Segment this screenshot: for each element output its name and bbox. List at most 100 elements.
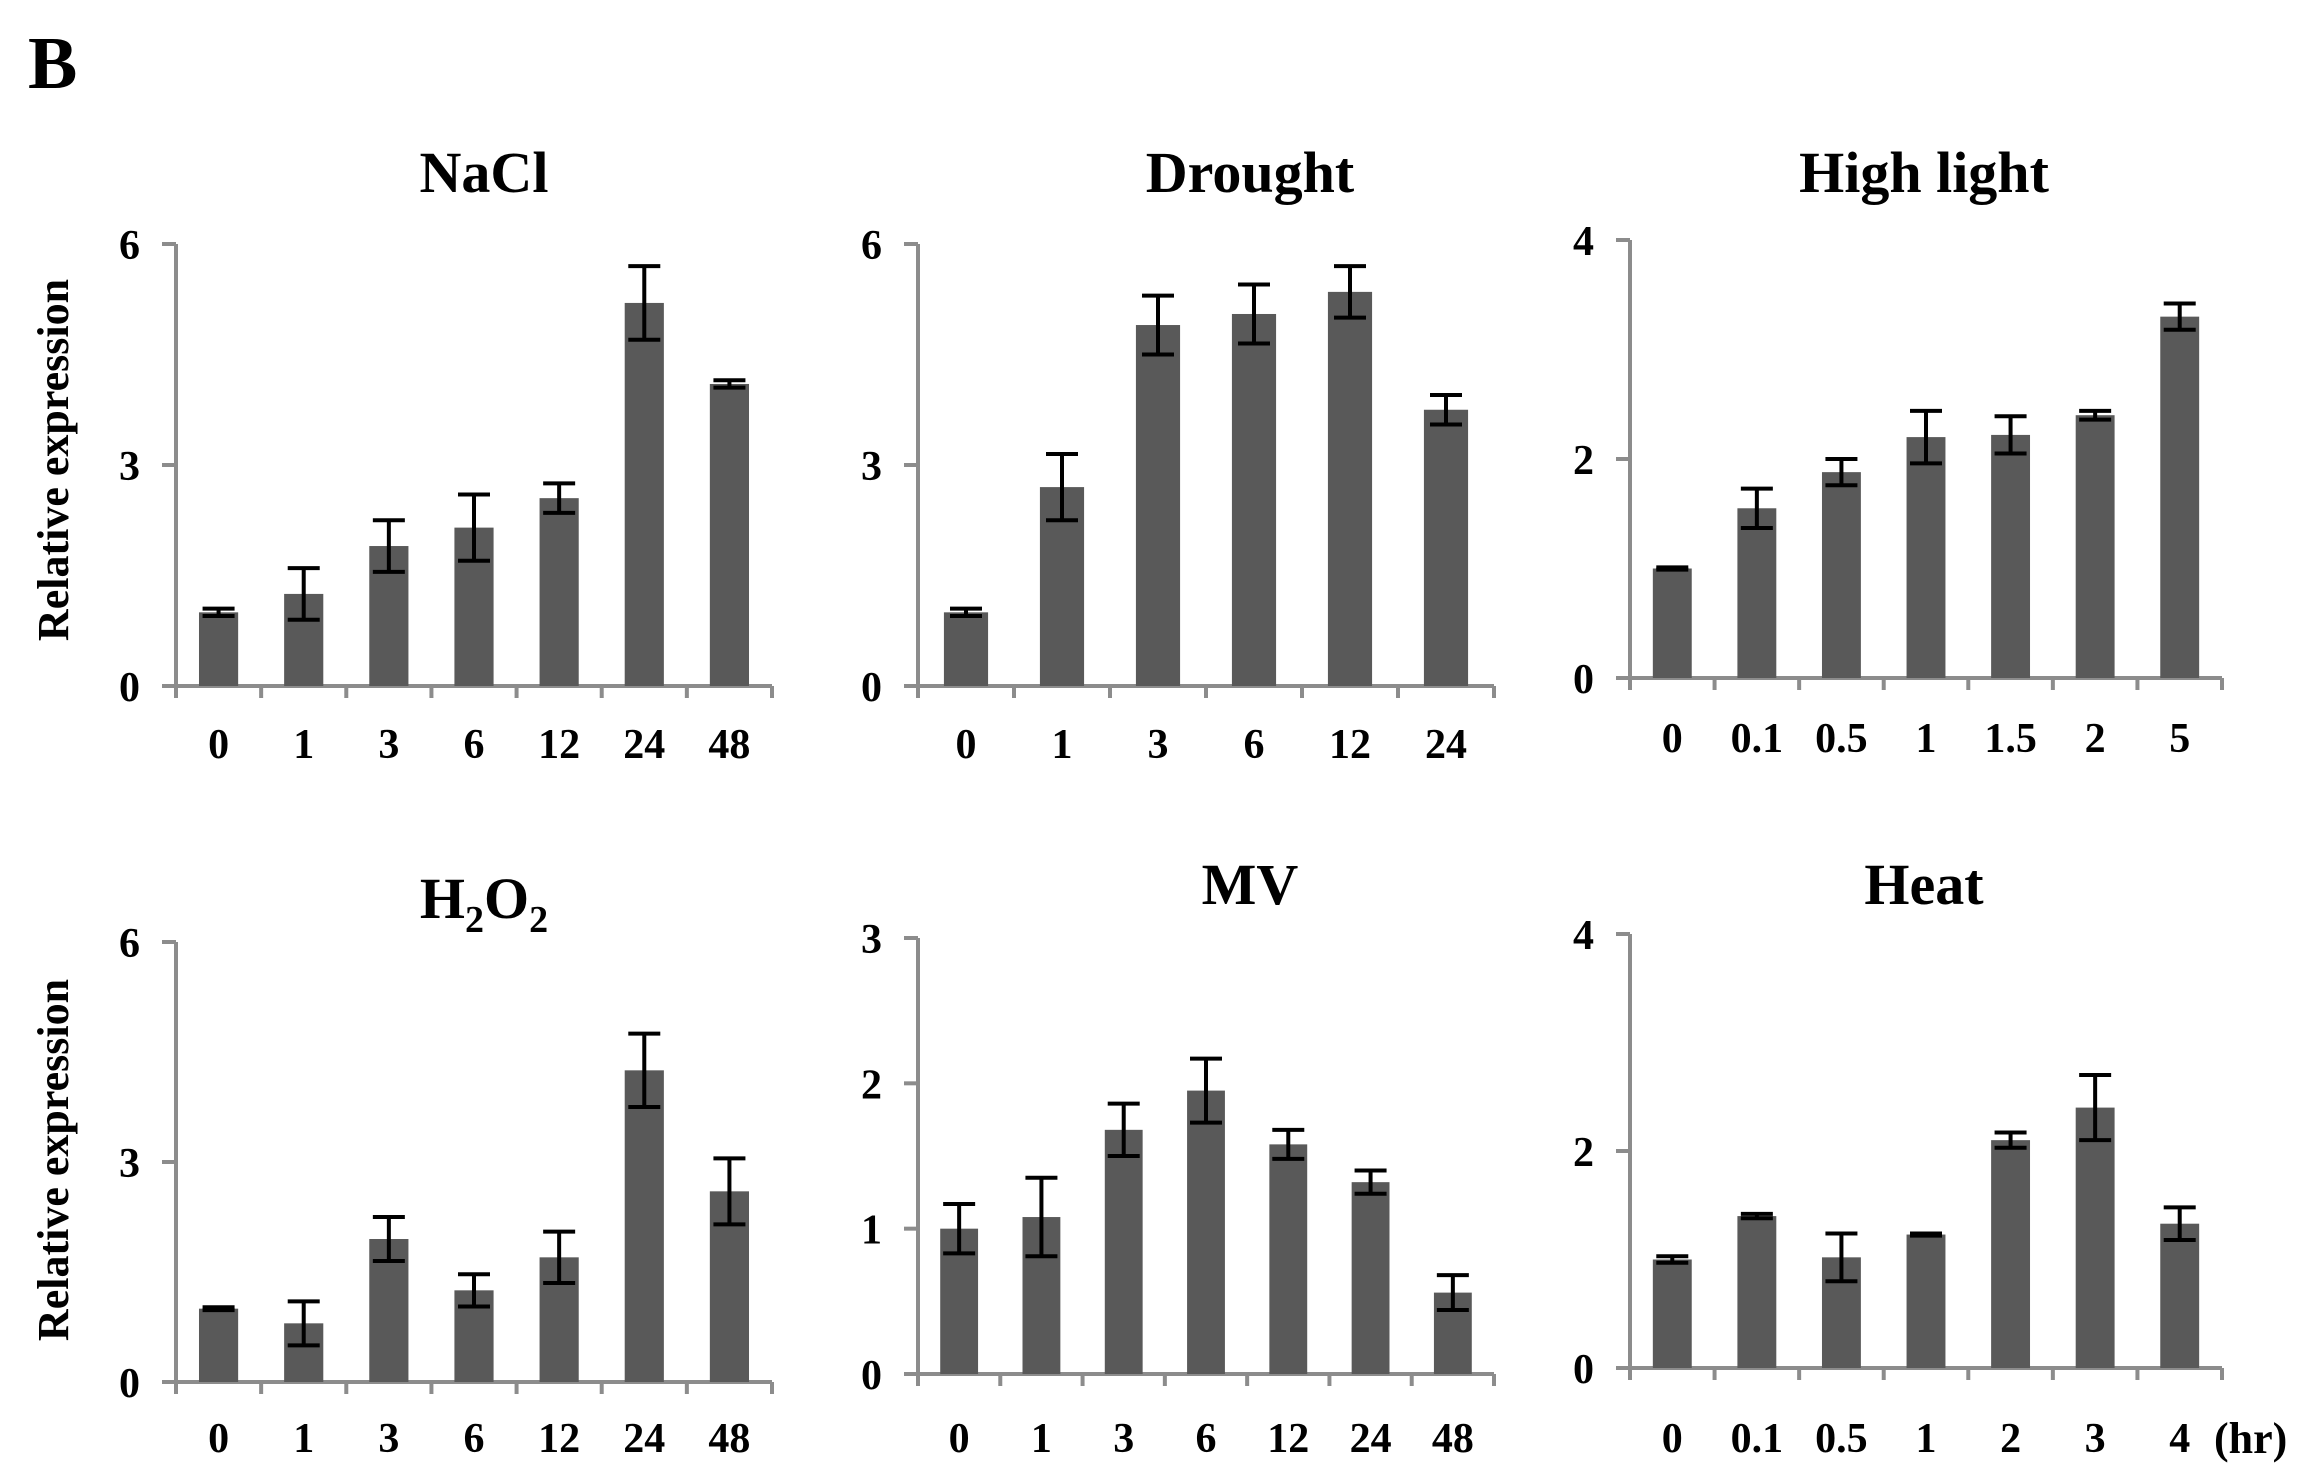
x-tick-label: 6 [464,1416,485,1462]
x-tick-label: 48 [708,1416,750,1462]
unit-label: (hr) [2214,1414,2287,1463]
bar [2160,316,2200,678]
bar [1423,409,1469,686]
bar [198,1308,239,1382]
y-tick-label: 0 [861,665,882,711]
y-tick-label: 4 [1573,219,1594,265]
bar [1737,508,1777,678]
bar [709,383,750,686]
chart-title: High light [1799,140,2049,205]
bar [1327,291,1373,686]
x-tick-label: 4 [2169,1416,2190,1462]
x-tick-label: 24 [1350,1416,1392,1462]
x-tick-label: 0.5 [1815,716,1868,762]
y-tick-label: 1 [861,1208,882,1254]
x-tick-label: 0 [208,722,229,768]
panel-letter: B [28,23,77,105]
chart-panel: NaCl 0 3 6 0 1 3 6 12 24 48 [119,140,774,768]
bar [1991,1140,2031,1368]
x-tick-label: 0.5 [1815,1416,1868,1462]
chart-title: H2O2 [420,866,548,941]
ylabel-row1: Relative expression [29,279,78,641]
x-tick-label: 1 [1916,716,1937,762]
x-tick-label: 3 [2085,1416,2106,1462]
y-tick-label: 0 [119,665,140,711]
y-tick-label: 6 [861,223,882,269]
x-tick-label: 1.5 [1984,716,2037,762]
x-tick-label: 6 [1196,1416,1217,1462]
bar [1351,1182,1390,1374]
bar [1135,325,1181,686]
chart-panel: Heat 0 2 4 0 0.1 0.5 1 2 3 4 [1573,852,2224,1462]
x-tick-label: 0 [1662,1416,1683,1462]
bar [1906,1234,1946,1368]
bar [539,498,579,686]
x-tick-label: 2 [2000,1416,2021,1462]
bar [1187,1090,1225,1374]
x-tick-label: 0 [949,1416,970,1462]
y-tick-label: 4 [1573,913,1594,959]
x-tick-label: 3 [378,1416,399,1462]
x-tick-label: 3 [1148,722,1169,768]
x-tick-label: 1 [1052,722,1073,768]
chart-panel: High light 0 2 4 0 0.1 0.5 1 1.5 2 5 [1573,140,2224,762]
bar [2075,1107,2115,1368]
bar [1231,313,1277,686]
x-tick-label: 3 [1113,1416,1134,1462]
chart-title: MV [1202,852,1299,917]
bar [198,612,239,686]
y-tick-label: 2 [1573,1130,1594,1176]
x-tick-label: 1 [1031,1416,1052,1462]
chart-title: Heat [1864,852,1984,917]
x-tick-label: 24 [623,1416,665,1462]
y-tick-label: 0 [1573,657,1594,703]
bar [2075,415,2115,678]
x-tick-label: 12 [538,722,580,768]
bar [1737,1216,1777,1368]
x-tick-label: 6 [1244,722,1265,768]
x-tick-label: 0 [956,722,977,768]
x-tick-label: 0.1 [1731,1416,1784,1462]
bar [1652,568,1692,678]
bar [1821,472,1861,678]
y-tick-label: 0 [1573,1347,1594,1393]
x-tick-label: 12 [538,1416,580,1462]
y-tick-label: 0 [119,1361,140,1407]
x-tick-label: 48 [1432,1416,1474,1462]
bar [943,612,989,686]
y-tick-label: 3 [119,444,140,490]
x-tick-label: 1 [293,1416,314,1462]
x-tick-label: 1 [293,722,314,768]
y-tick-label: 3 [861,444,882,490]
x-tick-label: 5 [2169,716,2190,762]
x-tick-label: 2 [2085,716,2106,762]
y-tick-label: 0 [861,1353,882,1399]
bar [624,1070,664,1382]
x-tick-label: 1 [1916,1416,1937,1462]
x-tick-label: 6 [464,722,485,768]
y-tick-label: 3 [119,1141,140,1187]
chart-panel: H2O2 0 3 6 0 1 3 6 12 24 48 [119,866,774,1462]
chart-title: NaCl [420,140,549,205]
y-tick-label: 6 [119,921,140,967]
x-tick-label: 0 [208,1416,229,1462]
x-tick-label: 0.1 [1731,716,1784,762]
bar [1104,1129,1143,1374]
ylabel-row2: Relative expression [29,979,78,1341]
bar [1652,1259,1692,1368]
x-tick-label: 24 [623,722,665,768]
bar [1991,434,2031,678]
x-tick-label: 48 [708,722,750,768]
y-tick-label: 2 [1573,438,1594,484]
bar [1906,437,1946,678]
x-tick-label: 0 [1662,716,1683,762]
bar [624,302,664,686]
y-tick-label: 3 [861,917,882,963]
x-tick-label: 3 [378,722,399,768]
chart-panel: Drought 0 3 6 0 1 3 6 12 24 [861,140,1496,768]
x-tick-label: 12 [1267,1416,1309,1462]
y-tick-label: 6 [119,223,140,269]
